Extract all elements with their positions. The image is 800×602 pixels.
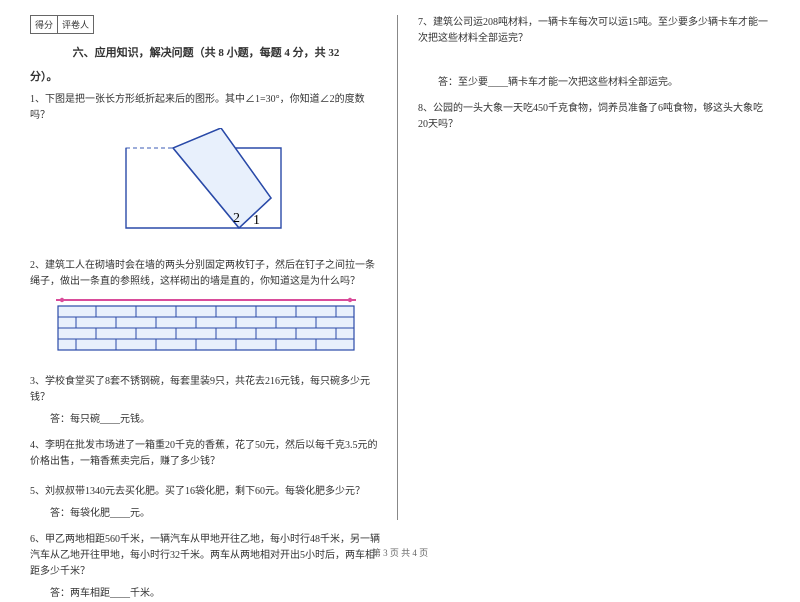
question-4: 4、李明在批发市场进了一箱重20千克的香蕉，花了50元，然后以每千克3.5元的价…: [30, 438, 382, 474]
q5-answer: 答：每袋化肥____元。: [30, 506, 382, 522]
q1-text: 1、下图是把一张长方形纸折起来后的图形。其中∠1=30°，你知道∠2的度数吗？: [30, 92, 382, 124]
question-8: 8、公园的一头大象一天吃450千克食物，饲养员准备了6吨食物，够这头大象吃20天…: [418, 101, 770, 137]
q2-figure: [56, 294, 356, 354]
left-column: 得分 评卷人 六、应用知识，解决问题（共 8 小题，每题 4 分，共 32 分）…: [30, 15, 398, 520]
q4-text: 4、李明在批发市场进了一箱重20千克的香蕉，花了50元，然后以每千克3.5元的价…: [30, 438, 382, 470]
section-title-cont: 分）。: [30, 68, 382, 84]
q3-answer: 答：每只碗____元钱。: [30, 412, 382, 428]
score-label-score: 得分: [30, 15, 58, 34]
question-7: 7、建筑公司运208吨材料，一辆卡车每次可以运15吨。至少要多少辆卡车才能一次把…: [418, 15, 770, 91]
question-2: 2、建筑工人在砌墙时会在墙的两头分别固定两枚钉子，然后在钉子之间拉一条绳子，做出…: [30, 258, 382, 364]
fold-diagram-svg: 1 2: [121, 128, 291, 238]
question-6: 6、甲乙两地相距560千米，一辆汽车从甲地开往乙地，每小时行48千米，另一辆汽车…: [30, 532, 382, 602]
page: 得分 评卷人 六、应用知识，解决问题（共 8 小题，每题 4 分，共 32 分）…: [0, 0, 800, 530]
wall-diagram-svg: [56, 294, 356, 354]
page-footer: 第 3 页 共 4 页: [0, 546, 800, 559]
score-label-grader: 评卷人: [58, 15, 94, 34]
question-1: 1、下图是把一张长方形纸折起来后的图形。其中∠1=30°，你知道∠2的度数吗？ …: [30, 92, 382, 248]
q8-text: 8、公园的一头大象一天吃450千克食物，饲养员准备了6吨食物，够这头大象吃20天…: [418, 101, 770, 133]
q5-text: 5、刘叔叔带1340元去买化肥。买了16袋化肥，剩下60元。每袋化肥多少元？: [30, 484, 382, 500]
q1-figure: 1 2: [121, 128, 291, 238]
q2-text: 2、建筑工人在砌墙时会在墙的两头分别固定两枚钉子，然后在钉子之间拉一条绳子，做出…: [30, 258, 382, 290]
score-box: 得分 评卷人: [30, 15, 382, 34]
q7-answer: 答：至少要____辆卡车才能一次把这些材料全部运完。: [418, 75, 770, 91]
question-3: 3、学校食堂买了8套不锈钢碗，每套里装9只，共花去216元钱，每只碗多少元钱？ …: [30, 374, 382, 428]
nail-right: [348, 298, 352, 302]
right-column: 7、建筑公司运208吨材料，一辆卡车每次可以运15吨。至少要多少辆卡车才能一次把…: [418, 15, 770, 520]
q3-text: 3、学校食堂买了8套不锈钢碗，每套里装9只，共花去216元钱，每只碗多少元钱？: [30, 374, 382, 406]
q7-text: 7、建筑公司运208吨材料，一辆卡车每次可以运15吨。至少要多少辆卡车才能一次把…: [418, 15, 770, 47]
nail-left: [60, 298, 64, 302]
section-title: 六、应用知识，解决问题（共 8 小题，每题 4 分，共 32: [30, 44, 382, 60]
question-5: 5、刘叔叔带1340元去买化肥。买了16袋化肥，剩下60元。每袋化肥多少元？ 答…: [30, 484, 382, 522]
angle-label-2: 2: [233, 211, 240, 226]
q6-answer: 答：两车相距____千米。: [30, 586, 382, 602]
angle-label-1: 1: [253, 213, 260, 228]
